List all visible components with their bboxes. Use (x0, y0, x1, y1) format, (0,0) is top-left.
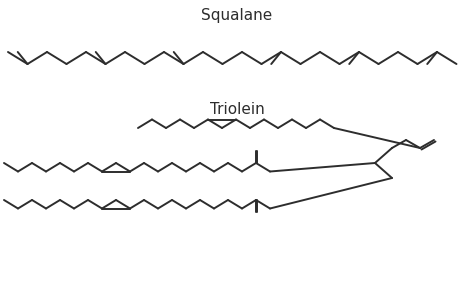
Text: Triolein: Triolein (210, 102, 264, 117)
Text: Squalane: Squalane (201, 8, 273, 23)
